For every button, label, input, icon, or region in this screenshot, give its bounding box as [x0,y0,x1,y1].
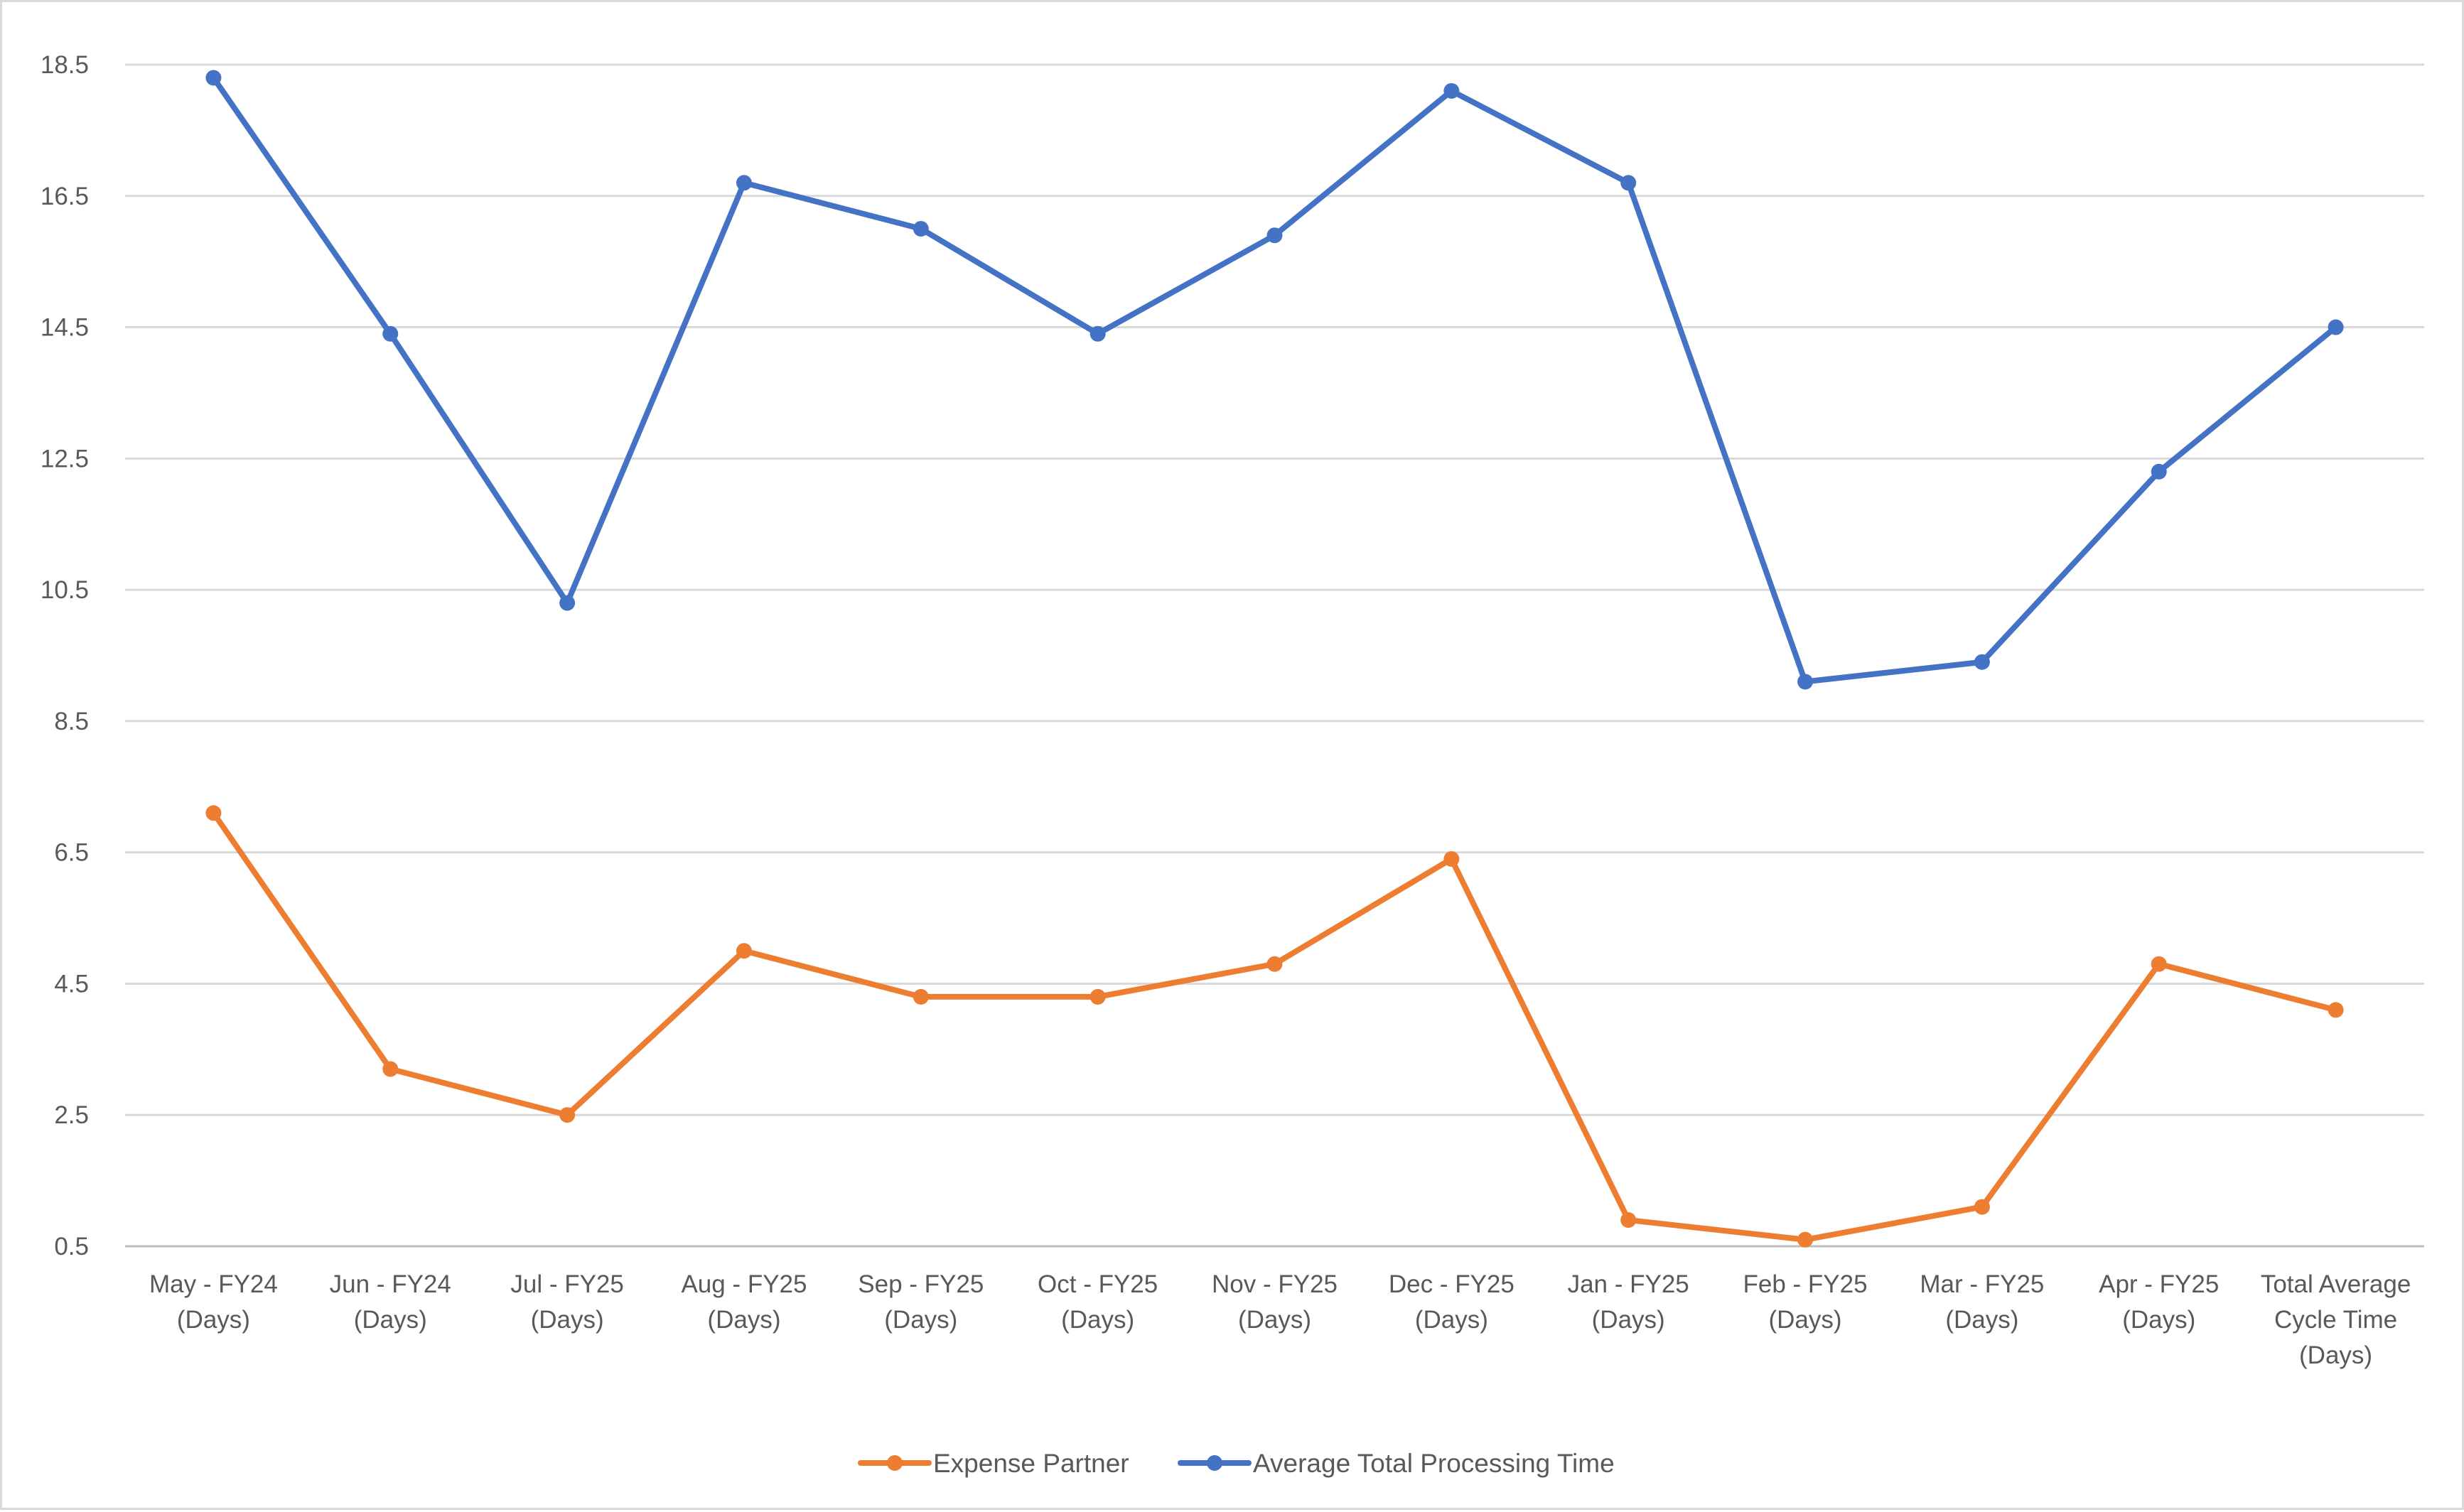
average-total-processing-time-point [1797,674,1814,690]
average-total-processing-time-point [1266,227,1283,244]
legend: Expense Partner Average Total Processing … [858,1449,1615,1478]
y-tick-label: 10.5 [41,576,89,604]
x-tick-label-line: Apr - FY25 [2099,1270,2219,1298]
x-tick-label-line: (Days) [1945,1306,2018,1334]
x-tick-label: Apr - FY25 (Days) [2099,1270,2219,1334]
average-total-processing-time-point [1090,325,1106,342]
x-tick-label-line: May - FY24 [149,1270,278,1298]
x-tick-label: Jul - FY25 (Days) [510,1270,624,1334]
x-tick-label-line: (Days) [531,1306,604,1334]
x-tick-label-line: (Days) [2122,1306,2195,1334]
x-tick-label-line: Jun - FY24 [330,1270,451,1298]
expense-partner-point [205,805,222,821]
expense-partner-point [1266,956,1283,972]
x-tick-label: Total Average Cycle Time (Days) [2261,1270,2411,1369]
average-total-processing-time-point [913,220,929,237]
x-tick-label-line: (Days) [1238,1306,1311,1334]
expense-partner-point [382,1061,399,1077]
x-tick-label-line: Sep - FY25 [858,1270,984,1298]
x-tick-label-line: Aug - FY25 [681,1270,807,1298]
average-total-processing-time-point [2328,319,2344,335]
expense-partner-point [2151,956,2167,972]
legend-item-expense-partner: Expense Partner [858,1449,1129,1478]
x-tick-label: Sep - FY25 (Days) [858,1270,984,1334]
x-tick-label-line: (Days) [1061,1306,1134,1334]
y-tick-label: 0.5 [54,1233,89,1260]
expense-partner-point [1974,1199,1990,1215]
x-axis-ticks: May - FY24(Days)Jun - FY24(Days)Jul - FY… [149,1270,2411,1369]
x-tick-label-line: Nov - FY25 [1212,1270,1338,1298]
y-tick-label: 4.5 [54,970,89,998]
y-tick-label: 2.5 [54,1101,89,1129]
x-tick-label: Nov - FY25 (Days) [1212,1270,1338,1334]
expense-partner-point [2328,1002,2344,1018]
average-total-processing-time-point [2151,463,2167,480]
legend-swatch-marker [1207,1455,1222,1471]
expense-partner-point [559,1107,576,1123]
x-tick-label: Dec - FY25 (Days) [1389,1270,1515,1334]
y-tick-label: 6.5 [54,839,89,867]
x-tick-label-line: Mar - FY25 [1920,1270,2044,1298]
y-tick-label: 8.5 [54,708,89,735]
series-lines [205,70,2344,1248]
x-tick-label-line: (Days) [884,1306,957,1334]
average-total-processing-time-point [559,595,576,611]
x-tick-label: Aug - FY25 (Days) [681,1270,807,1334]
expense-partner-point [1620,1212,1637,1228]
x-tick-label-line: (Days) [707,1306,780,1334]
x-tick-label-line: Jan - FY25 [1568,1270,1689,1298]
average-total-processing-time-line [210,75,2339,685]
expense-partner-point [1797,1231,1814,1248]
expense-partner-point [736,943,752,959]
legend-label: Expense Partner [933,1449,1129,1478]
x-tick-label: Oct - FY25 (Days) [1038,1270,1158,1334]
x-tick-label: Mar - FY25 (Days) [1920,1270,2044,1334]
y-tick-label: 14.5 [41,314,89,342]
x-tick-label: Jun - FY24 (Days) [330,1270,451,1334]
x-tick-label-line: Jul - FY25 [510,1270,624,1298]
x-tick-label-line: (Days) [177,1306,250,1334]
average-total-processing-time-point [736,175,752,191]
average-total-processing-time-point [1974,654,1990,670]
expense-partner-point [913,988,929,1005]
x-tick-label: Feb - FY25 (Days) [1743,1270,1867,1334]
legend-swatch-marker [887,1455,903,1471]
y-tick-label: 16.5 [41,183,89,210]
x-tick-label-line: Feb - FY25 [1743,1270,1867,1298]
y-axis-ticks: 0.5 2.5 4.5 6.5 8.5 10.5 12.5 14.5 16.5 18.5 [41,51,89,1260]
y-tick-label: 12.5 [41,445,89,472]
x-tick-label-line: Oct - FY25 [1038,1270,1158,1298]
x-tick-label-line: Cycle Time [2274,1306,2397,1334]
legend-item-average-total-processing-time: Average Total Processing Time [1178,1449,1615,1478]
x-tick-label-line: Total Average [2261,1270,2411,1298]
x-tick-label-line: (Days) [354,1306,427,1334]
x-tick-label-line: (Days) [1592,1306,1665,1334]
x-tick-label-line: (Days) [2299,1341,2372,1369]
expense-partner-point [1443,850,1460,867]
expense-partner-point [1090,988,1106,1005]
average-total-processing-time-point [1620,175,1637,191]
x-tick-label-line: Dec - FY25 [1389,1270,1515,1298]
expense-partner-line [210,810,2339,1243]
average-total-processing-time-point [1443,82,1460,99]
x-tick-label: Jan - FY25 (Days) [1568,1270,1689,1334]
y-tick-label: 18.5 [41,51,89,79]
gridlines [125,63,2424,1248]
x-tick-label-line: (Days) [1769,1306,1842,1334]
x-tick-label: May - FY24 (Days) [149,1270,278,1334]
average-total-processing-time-point [205,70,222,86]
legend-label: Average Total Processing Time [1253,1449,1615,1478]
x-tick-label-line: (Days) [1415,1306,1488,1334]
average-total-processing-time-point [382,325,399,342]
